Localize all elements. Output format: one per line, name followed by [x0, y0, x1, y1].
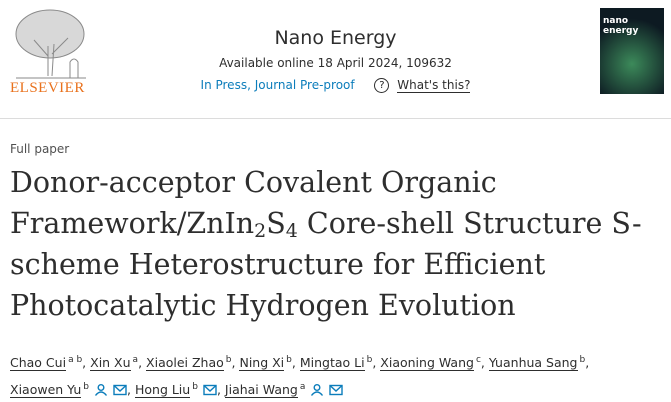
help-link[interactable]: What's this?	[397, 78, 471, 93]
affiliation: a	[132, 355, 139, 365]
separator: ,	[291, 355, 296, 371]
mail-icon[interactable]	[203, 384, 217, 396]
affiliation: b	[83, 382, 89, 393]
article-title: Donor-acceptor Covalent Organic Framewor…	[10, 162, 660, 326]
person-glyph	[311, 384, 324, 397]
author-name[interactable]: Xiaowen Yu	[10, 382, 82, 399]
author: Yuanhua Sang b,	[488, 355, 590, 372]
affiliation: a	[299, 382, 306, 393]
author-name[interactable]: Xiaoning Wang	[380, 355, 474, 372]
status-row: In Press, Journal Pre-proof ? What's thi…	[0, 78, 671, 93]
author: Mingtao Li b,	[299, 355, 377, 372]
flap	[203, 385, 217, 393]
body	[94, 391, 108, 397]
author-name[interactable]: Hong Liu	[134, 382, 191, 399]
separator: ,	[138, 355, 143, 371]
help-icon[interactable]: ?	[374, 78, 390, 93]
body	[311, 391, 324, 397]
separator: ,	[216, 382, 221, 398]
journal-name[interactable]: Nano Energy	[274, 27, 397, 49]
author-name[interactable]: Ning Xi	[239, 355, 285, 372]
publisher-logo[interactable]	[8, 6, 92, 98]
author: Xiaolei Zhao b,	[146, 355, 236, 372]
mail-icon[interactable]	[113, 384, 127, 396]
author-name[interactable]: Xin Xu	[90, 355, 131, 372]
title-subscript: 2	[254, 220, 267, 242]
author-name[interactable]: Yuanhua Sang	[488, 355, 578, 372]
title-text: Donor-acceptor Covalent Organic Framewor…	[10, 166, 497, 240]
author: Xiaowen Yu b,	[10, 382, 131, 399]
affiliation: c	[475, 355, 481, 365]
affiliation: a b	[68, 355, 83, 365]
author-list: Chao Cui a b, Xin Xu a, Xiaolei Zhao b, Nin…	[10, 348, 665, 402]
status[interactable]: In Press, Journal Pre-proof	[200, 78, 355, 92]
author: Xin Xu a,	[90, 355, 143, 372]
author-name[interactable]: Chao Cui	[10, 355, 67, 372]
author: Xiaoning Wang c,	[380, 355, 485, 372]
author: Jiahai Wang a	[224, 382, 344, 399]
flap	[113, 385, 127, 393]
affiliation: b	[225, 355, 232, 365]
cover-title: nano energy	[603, 16, 639, 36]
separator: ,	[585, 355, 590, 371]
availability: Available online 18 April 2024, 109632	[219, 56, 452, 70]
affiliation: b	[579, 355, 586, 365]
author: Ning Xi b,	[239, 355, 296, 372]
separator: ,	[127, 382, 131, 398]
mail-glyph	[113, 385, 127, 396]
affiliation: b	[366, 355, 373, 365]
separator: ,	[82, 355, 87, 371]
author-name[interactable]: Xiaolei Zhao	[146, 355, 224, 372]
head	[97, 384, 105, 392]
envelope	[113, 385, 127, 396]
mail-glyph	[203, 385, 217, 396]
title-text: S	[266, 207, 286, 240]
envelope	[203, 385, 217, 396]
title-subscript: 4	[285, 220, 298, 242]
head	[313, 384, 321, 392]
separator: ,	[372, 355, 377, 371]
person-icon[interactable]	[310, 384, 324, 397]
title-text: Core-shell Structure S-scheme Heterostru…	[10, 207, 642, 322]
separator: ,	[480, 355, 485, 371]
author-name[interactable]: Mingtao Li	[299, 355, 365, 372]
separator: ,	[231, 355, 236, 371]
affiliation: b	[192, 382, 198, 393]
affiliation: b	[286, 355, 292, 365]
flap	[329, 385, 343, 393]
person-glyph	[94, 384, 108, 397]
author-name[interactable]: Jiahai Wang	[224, 382, 298, 399]
mail-glyph	[329, 385, 344, 396]
author: Chao Cui a b,	[10, 355, 87, 372]
article-type: Full paper	[10, 142, 70, 156]
publisher-name: ELSEVIER	[10, 80, 85, 96]
person-icon[interactable]	[94, 384, 108, 397]
journal-cover[interactable]: nano energy	[600, 8, 664, 94]
header: ELSEVIER Nano Energy Available online 18…	[0, 0, 671, 119]
mail-icon[interactable]	[329, 384, 344, 396]
author: Hong Liu b,	[134, 382, 221, 399]
envelope	[329, 385, 344, 396]
